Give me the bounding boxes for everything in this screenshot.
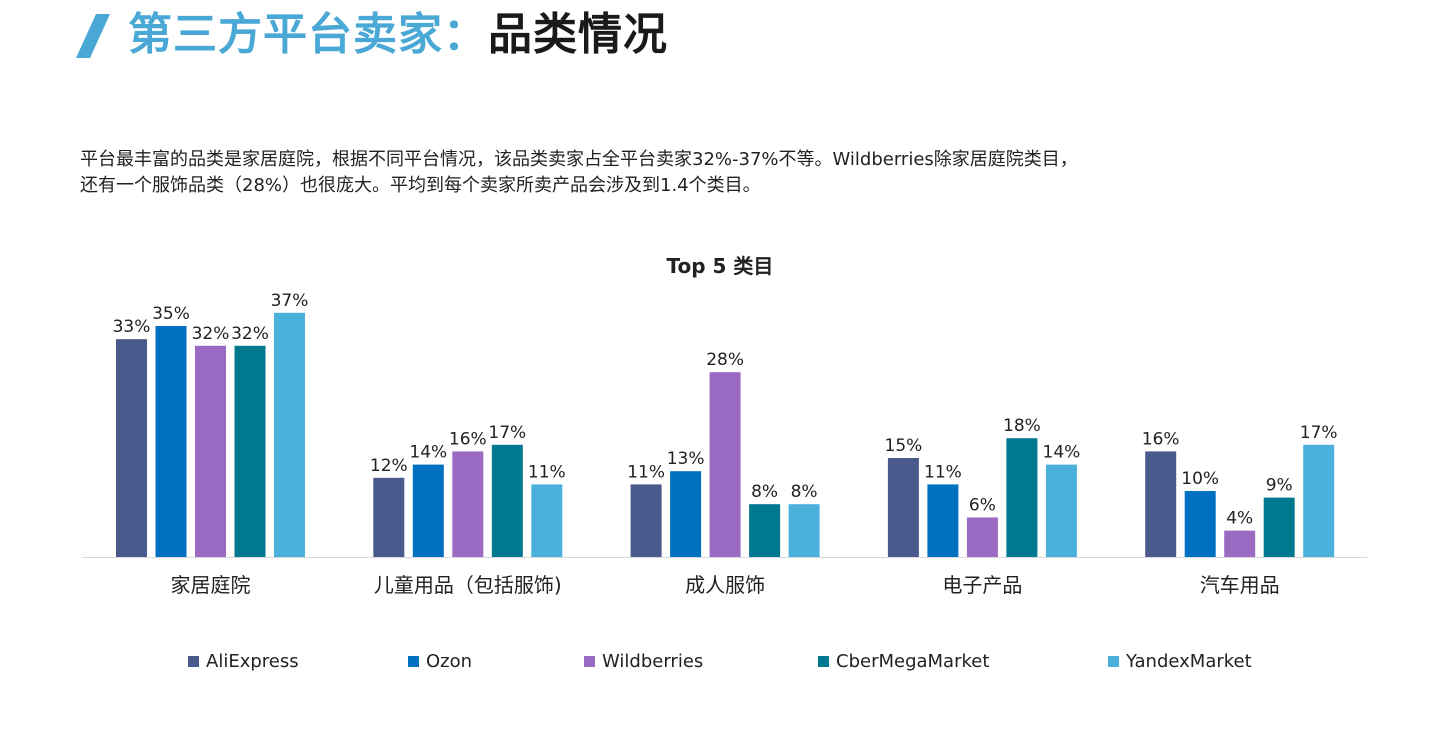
data-label: 37% [271,291,309,311]
bar [412,464,444,557]
bar [887,458,919,557]
category-label: 成人服饰 [685,573,765,597]
title-accent-slash-icon [76,14,110,58]
category-label: 家居庭院 [171,573,251,597]
bar [1224,530,1256,557]
legend-label: Wildberries [602,651,704,672]
bar [788,504,820,557]
description-line-2: 还有一个服饰品类（28%）也很庞大。平均到每个卖家所卖产品会涉及到1.4个类目。 [80,175,761,196]
data-label: 33% [113,317,151,337]
legend-item: CberMegaMarket [818,651,989,672]
bar [531,484,563,557]
bar [630,484,662,557]
bar [1303,444,1335,557]
bar [1145,451,1177,557]
data-label: 16% [449,429,487,449]
data-label: 9% [1266,476,1293,496]
data-label: 10% [1181,469,1219,489]
data-label: 12% [370,456,408,476]
legend-label: Ozon [426,651,473,672]
data-label: 4% [1226,509,1253,529]
legend-item: YandexMarket [1108,651,1252,672]
bar [491,444,523,557]
data-label: 11% [627,462,665,482]
bar [1045,464,1077,557]
bar [116,339,147,557]
data-label: 13% [667,449,705,469]
bar [927,484,959,557]
chart-title: Top 5 类目 [667,254,774,278]
legend-item: AliExpress [188,651,299,672]
data-label: 8% [751,482,778,502]
data-label: 32% [231,324,269,344]
data-label: 11% [924,462,962,482]
data-label: 35% [152,304,190,324]
bar [670,471,702,557]
data-label: 17% [488,423,526,443]
page-title-prefix: 第三方平台卖家： [128,9,488,60]
data-label: 11% [528,462,566,482]
description-line-1: 平台最丰富的品类是家居庭院，根据不同平台情况，该品类卖家占全平台卖家32%-37… [80,149,1078,170]
chart-legend: AliExpress Ozon Wildberries CberMegaMarket Y… [0,651,1455,677]
data-label: 8% [791,482,818,502]
legend-label: AliExpress [206,651,299,672]
bar [195,345,226,557]
bar [274,312,305,557]
legend-item: Ozon [408,651,472,672]
bar [373,477,405,557]
data-label: 15% [885,436,923,456]
data-label: 18% [1003,416,1041,436]
data-label: 16% [1142,429,1180,449]
legend-swatch [408,656,419,667]
bar [452,451,484,557]
category-label: 电子产品 [942,573,1022,597]
legend-swatch [584,656,595,667]
legend-item: Wildberries [584,651,703,672]
bar [155,326,187,557]
category-label: 汽车用品 [1200,573,1280,597]
data-label: 28% [706,350,744,370]
data-label: 6% [969,495,996,515]
data-label: 17% [1300,423,1338,443]
bar [1263,497,1295,557]
bar [966,517,998,557]
bar [1184,491,1216,557]
bar [749,504,781,557]
bar [1006,438,1038,557]
legend-label: YandexMarket [1126,651,1252,672]
legend-swatch [188,656,199,667]
data-label: 32% [192,324,230,344]
bar [709,372,741,557]
description-text: 平台最丰富的品类是家居庭院，根据不同平台情况，该品类卖家占全平台卖家32%-37… [80,147,1330,199]
page-title-main: 品类情况 [488,9,668,60]
legend-swatch [1108,656,1119,667]
data-label: 14% [409,443,447,463]
category-label: 儿童用品（包括服饰) [374,573,562,597]
page-title: 第三方平台卖家：品类情况 [128,4,668,66]
legend-swatch [818,656,829,667]
bar [234,345,266,557]
legend-label: CberMegaMarket [836,651,990,672]
data-label: 14% [1043,443,1081,463]
